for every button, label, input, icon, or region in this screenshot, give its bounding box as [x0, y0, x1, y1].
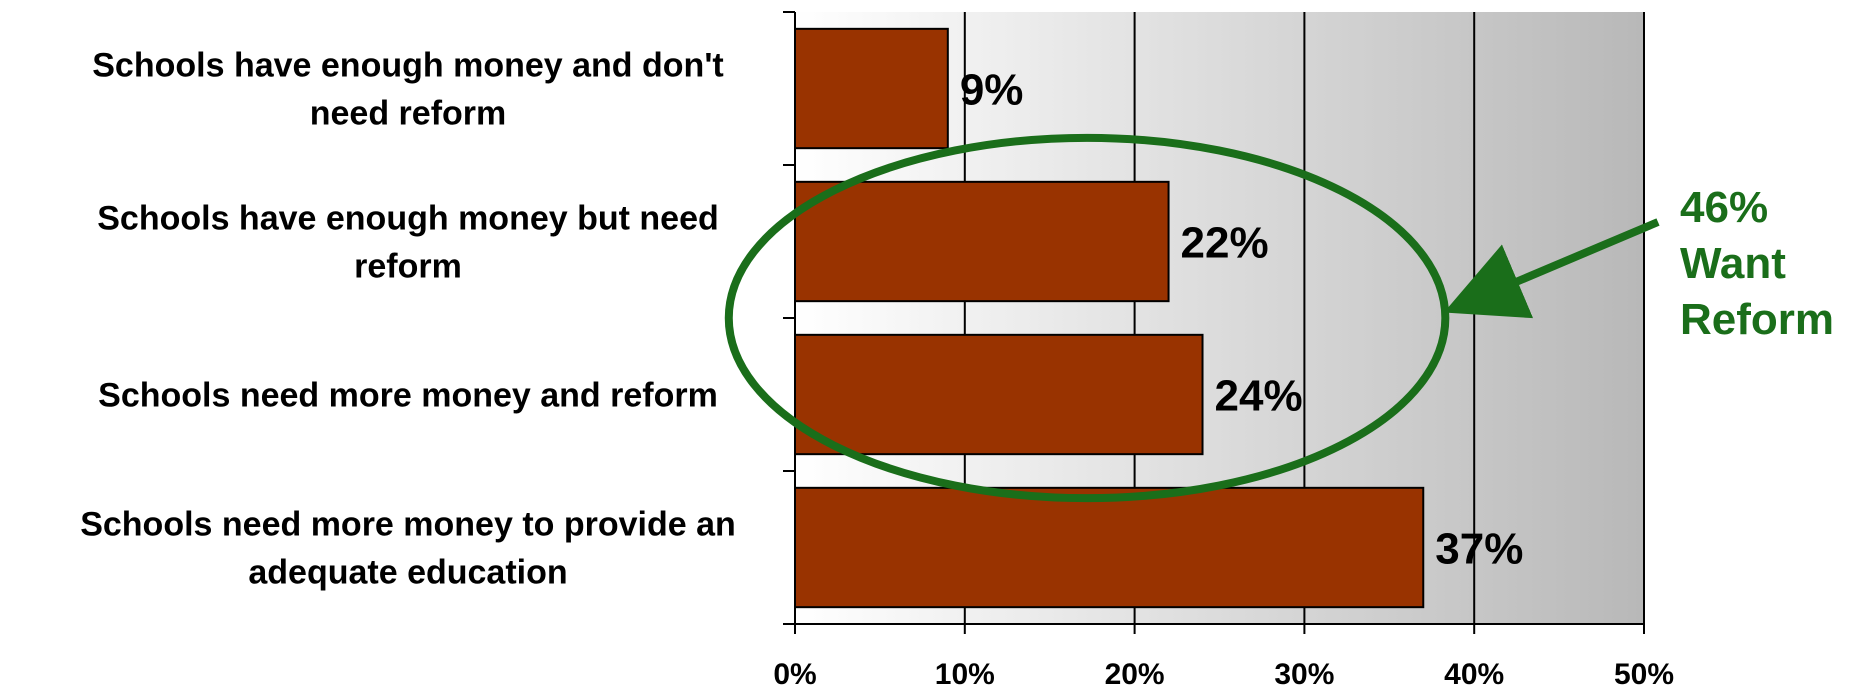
bar — [794, 27, 949, 150]
bar — [794, 180, 1170, 303]
bar — [794, 333, 1204, 456]
x-tick-labels: 0% 10% 20% 30% 40% 50% — [773, 658, 1674, 686]
x-tick-label: 50% — [1614, 658, 1674, 686]
x-tick-label: 30% — [1274, 658, 1334, 686]
bar-value-label: 9% — [960, 66, 1024, 115]
bar-value-label: 37% — [1435, 525, 1523, 574]
reform-label: 46% Want Reform — [1680, 183, 1834, 344]
value-labels: 9% 22% 24% 37% — [960, 66, 1524, 574]
x-tick-label: 10% — [935, 658, 995, 686]
category-label: Schools need more money to provide an ade… — [80, 506, 736, 592]
category-labels: Schools have enough money and don't need … — [80, 47, 736, 592]
bars — [794, 27, 1425, 609]
reform-annotation: 46% Want Reform — [724, 133, 1834, 503]
bar-value-label: 24% — [1215, 372, 1303, 421]
x-tick-label: 20% — [1105, 658, 1165, 686]
x-tick-label: 0% — [773, 658, 816, 686]
category-label: Schools need more money and reform — [98, 377, 718, 415]
axes — [783, 11, 1645, 634]
category-label: Schools have enough money but need reform — [97, 200, 719, 286]
bar — [794, 486, 1425, 609]
category-label: Schools have enough money and don't need … — [92, 47, 723, 133]
reform-arrow — [1443, 218, 1660, 319]
bar-value-label: 22% — [1181, 219, 1269, 268]
x-tick-label: 40% — [1444, 658, 1504, 686]
